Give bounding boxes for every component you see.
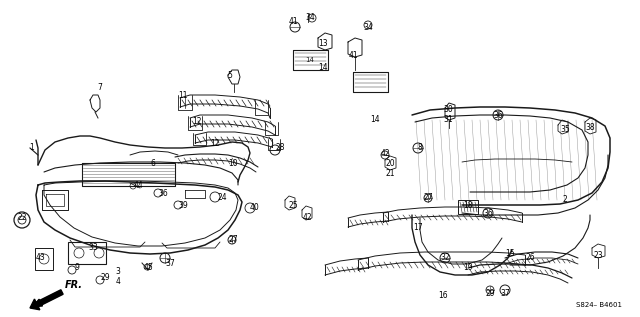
Text: 33: 33	[88, 243, 98, 253]
Text: 41: 41	[288, 17, 298, 27]
Text: 23: 23	[593, 250, 603, 260]
Text: 27: 27	[228, 236, 238, 244]
Text: 45: 45	[143, 263, 153, 273]
Text: 12: 12	[192, 118, 202, 126]
Text: 13: 13	[318, 38, 328, 48]
Text: 37: 37	[500, 288, 510, 297]
Text: 32: 32	[440, 254, 450, 262]
Text: 20: 20	[385, 158, 395, 167]
Text: 8: 8	[418, 144, 422, 152]
Text: 43: 43	[35, 254, 45, 262]
Text: 26: 26	[525, 254, 535, 262]
Text: 16: 16	[438, 290, 448, 300]
Text: 2: 2	[563, 196, 568, 204]
Text: 6: 6	[150, 158, 156, 167]
Text: S824– B4601: S824– B4601	[576, 302, 622, 308]
FancyArrow shape	[30, 290, 63, 310]
Text: 41: 41	[348, 50, 358, 60]
Text: 5: 5	[228, 70, 232, 80]
Text: 39: 39	[178, 200, 188, 210]
Text: 35: 35	[560, 126, 570, 134]
Text: 3: 3	[116, 268, 120, 276]
Bar	[458, 200, 478, 214]
Text: 9: 9	[75, 263, 79, 273]
Text: 31: 31	[443, 115, 453, 125]
Text: 7: 7	[97, 83, 102, 93]
Text: 17: 17	[413, 223, 423, 232]
Text: FR.: FR.	[65, 280, 83, 290]
Text: 25: 25	[288, 200, 298, 210]
Text: 38: 38	[585, 124, 595, 133]
Text: 44: 44	[133, 180, 143, 190]
Text: 40: 40	[250, 203, 260, 211]
Text: 12: 12	[211, 139, 220, 147]
Text: 11: 11	[179, 92, 188, 100]
Text: 29: 29	[100, 274, 110, 282]
Text: 19: 19	[463, 263, 473, 273]
Text: 27: 27	[423, 193, 433, 203]
Text: 28: 28	[275, 144, 285, 152]
Text: 14: 14	[370, 115, 380, 125]
Text: 24: 24	[217, 192, 227, 202]
Text: 42: 42	[380, 148, 390, 158]
Text: 30: 30	[443, 106, 453, 114]
Text: 36: 36	[483, 209, 493, 217]
Bar	[35, 248, 53, 270]
Text: 29: 29	[485, 288, 495, 297]
Text: 15: 15	[505, 249, 515, 257]
Text: 21: 21	[385, 169, 395, 178]
Text: 14: 14	[305, 57, 314, 63]
Text: 22: 22	[17, 214, 27, 223]
Text: 4: 4	[116, 277, 120, 287]
Text: 42: 42	[302, 214, 312, 223]
Text: 34: 34	[305, 14, 315, 23]
Text: 14: 14	[318, 63, 328, 73]
Text: 37: 37	[165, 258, 175, 268]
Bar	[68, 242, 106, 264]
Text: 18: 18	[463, 200, 473, 210]
Text: 36: 36	[493, 111, 503, 120]
Text: 34: 34	[363, 23, 373, 33]
Text: 10: 10	[228, 158, 238, 167]
Text: 36: 36	[158, 189, 168, 197]
Text: 1: 1	[29, 144, 35, 152]
